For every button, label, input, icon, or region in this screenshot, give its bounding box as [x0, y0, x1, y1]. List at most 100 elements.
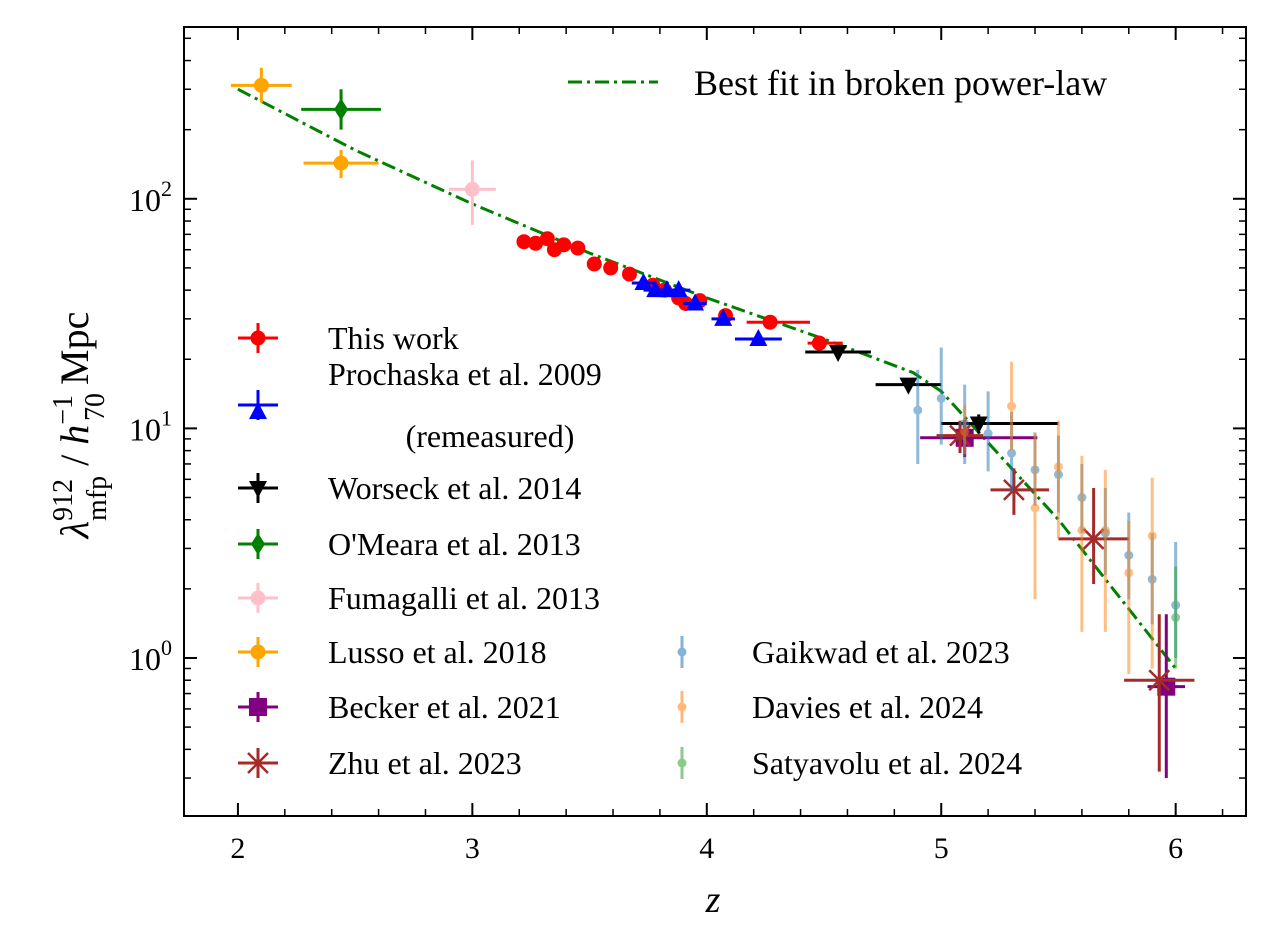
series-worseck-et-al-2014	[805, 345, 1059, 434]
point-marker	[1147, 668, 1172, 693]
point-marker	[250, 644, 266, 660]
series-satyavolu-et-al-2024	[1171, 566, 1181, 669]
point-marker	[251, 533, 265, 555]
legend-item	[677, 636, 687, 668]
point-marker	[516, 234, 532, 250]
point-marker	[762, 314, 778, 330]
point-marker	[1001, 477, 1026, 502]
point-marker	[621, 266, 637, 282]
point-marker	[603, 260, 619, 276]
legend-label: Lusso et al. 2018	[328, 634, 547, 670]
y-tick-label: 101	[129, 405, 172, 447]
y-tick-label: 102	[129, 176, 172, 218]
point-marker	[1077, 525, 1087, 535]
series-o-meara-et-al-2013	[301, 89, 381, 130]
series-zhu-et-al-2023	[936, 420, 1195, 772]
point-marker	[249, 698, 267, 716]
point-marker	[1081, 526, 1106, 551]
point-marker	[1147, 531, 1157, 541]
point-marker	[1171, 613, 1181, 623]
legend-label: Davies et al. 2024	[752, 689, 983, 725]
point-marker	[1053, 462, 1063, 472]
legend-item: Fumagalli et al. 2013	[238, 580, 600, 616]
point-marker	[634, 272, 653, 290]
y-axis-label: λ912 mfp / h−170Mpc	[48, 312, 113, 540]
point-marker	[464, 181, 480, 197]
point-marker	[528, 235, 544, 251]
point-marker	[677, 647, 687, 657]
x-tick-label: 3	[465, 832, 480, 865]
point-marker	[253, 77, 269, 93]
point-marker	[936, 393, 946, 403]
point-marker	[1007, 401, 1017, 411]
point-marker	[249, 481, 267, 498]
series-davies-et-al-2024	[960, 361, 1157, 675]
axis-ticks	[184, 27, 1246, 816]
point-marker	[669, 280, 688, 298]
point-marker	[556, 237, 572, 253]
legend-label: Satyavolu et al. 2024	[752, 745, 1022, 781]
x-axis-label: z	[705, 879, 721, 921]
point-marker	[539, 231, 555, 247]
point-marker	[983, 428, 993, 438]
legend-label: Zhu et al. 2023	[328, 745, 522, 781]
legend-label: This work	[328, 320, 459, 356]
legend-item: This work	[238, 320, 459, 356]
point-marker	[947, 423, 972, 448]
series-lusso-et-al-2018	[230, 67, 379, 179]
point-marker	[250, 330, 266, 346]
point-marker	[829, 345, 848, 363]
point-marker	[749, 329, 768, 347]
point-marker	[686, 293, 705, 311]
point-marker	[246, 751, 270, 775]
point-marker	[570, 240, 586, 256]
x-tick-label: 2	[230, 832, 245, 865]
point-marker	[1007, 448, 1017, 458]
legend-item: Becker et al. 2021	[238, 689, 561, 725]
axis-labels: z λ912 mfp / h−170Mpc	[48, 312, 721, 921]
legend-label-fit: Best fit in broken power-law	[694, 63, 1107, 103]
legend-label: Worseck et al. 2014	[328, 470, 581, 506]
series-prochaska-et-al-2009-remeasured-	[631, 272, 782, 347]
x-tick-label: 5	[934, 832, 949, 865]
tick-labels: 2 3 4 5 6 100 101 102	[129, 176, 1183, 865]
legend-item: Worseck et al. 2014	[238, 470, 581, 506]
legend-label: Fumagalli et al. 2013	[328, 580, 600, 616]
legend-label: Becker et al. 2021	[328, 689, 561, 725]
point-marker	[677, 702, 687, 712]
x-tick-label: 4	[699, 832, 714, 865]
point-marker	[250, 590, 266, 606]
series-gaikwad-et-al-2023	[913, 347, 1181, 658]
legend-label: Gaikwad et al. 2023	[752, 634, 1010, 670]
point-marker	[899, 377, 918, 395]
legend-item: Zhu et al. 2023	[238, 745, 522, 781]
point-marker	[1030, 503, 1040, 513]
plot-frame	[183, 26, 1247, 817]
legend-label: Prochaska et al. 2009	[328, 356, 602, 392]
point-marker	[334, 98, 349, 121]
legend-item-fit: Best fit in broken power-law	[568, 63, 1107, 103]
legend-item	[677, 747, 687, 779]
series-fumagalli-et-al-2013	[448, 160, 496, 225]
point-marker	[1100, 525, 1110, 535]
point-marker	[333, 155, 349, 171]
legend-item: Prochaska et al. 2009 (remeasured)	[238, 356, 602, 454]
legend-item: O'Meara et al. 2013	[238, 526, 581, 562]
point-marker	[811, 335, 827, 351]
point-marker	[969, 416, 988, 434]
legend-label: O'Meara et al. 2013	[328, 526, 581, 562]
point-marker	[677, 758, 687, 768]
x-tick-label: 6	[1168, 832, 1183, 865]
data-layer	[230, 67, 1195, 779]
legend-item: Lusso et al. 2018	[238, 634, 547, 670]
point-marker	[913, 405, 923, 415]
point-marker	[714, 308, 733, 326]
point-marker	[586, 256, 602, 272]
point-marker	[249, 402, 267, 419]
legend-item	[677, 691, 687, 723]
y-tick-label: 100	[129, 635, 172, 677]
legend-label-line2: (remeasured)	[406, 418, 575, 454]
point-marker	[1124, 568, 1134, 578]
point-marker	[960, 426, 970, 436]
